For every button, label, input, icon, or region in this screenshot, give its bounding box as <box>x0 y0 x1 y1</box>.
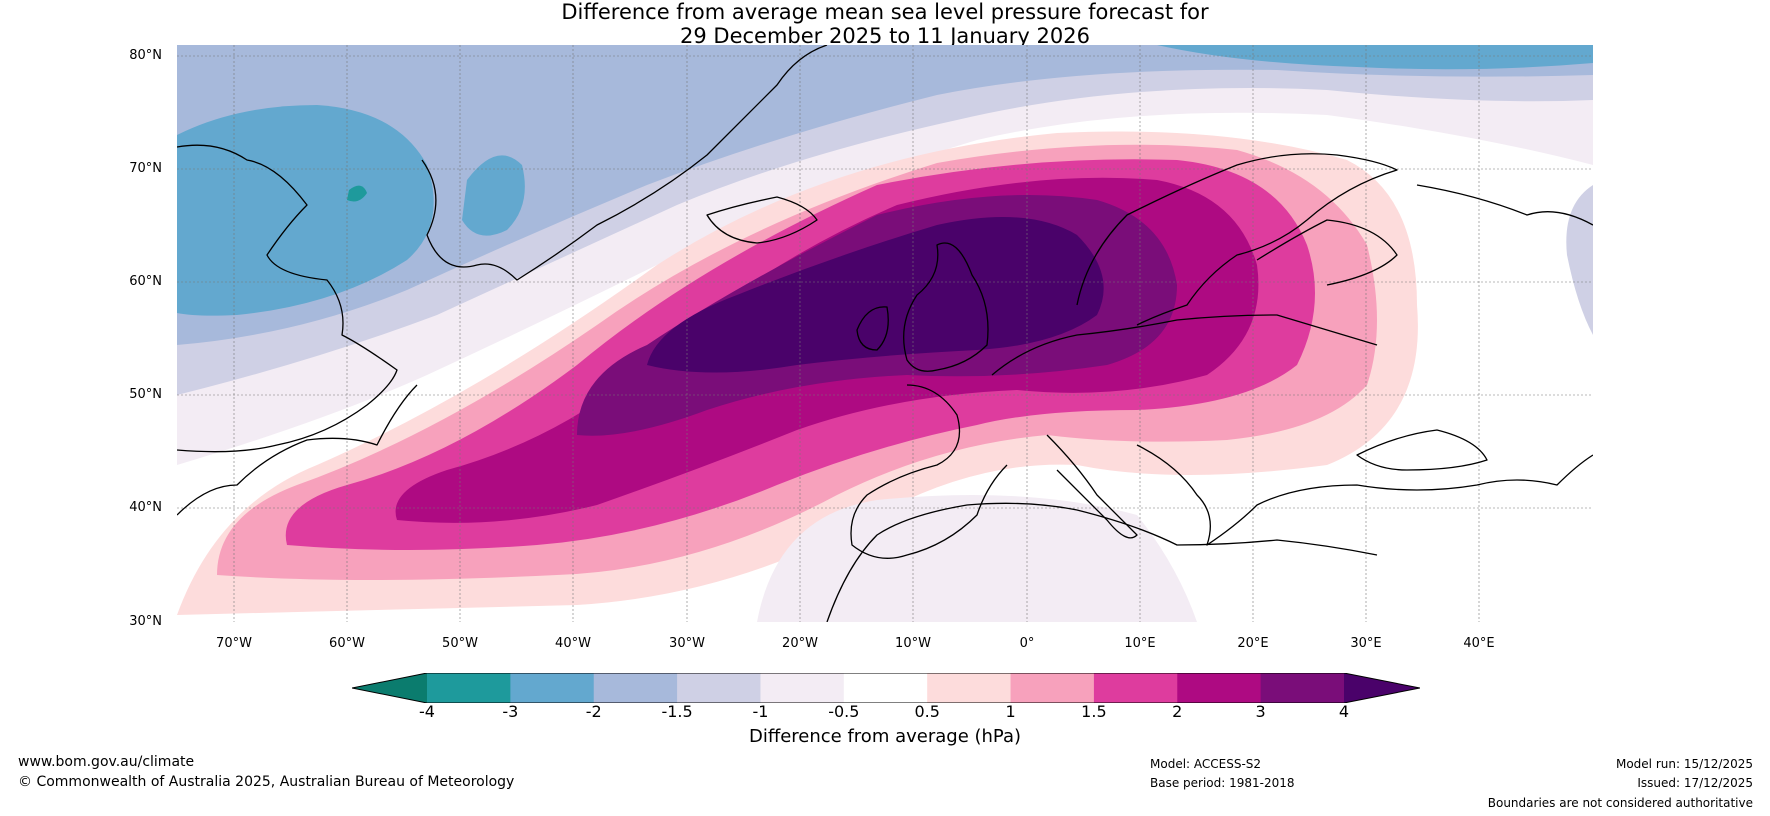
colorbar-tick-label: -4 <box>419 702 435 721</box>
colorbar-tick-label: -3 <box>502 702 519 721</box>
map-svg <box>177 45 1593 622</box>
colorbar-segment <box>427 673 511 703</box>
colorbar-segment <box>927 673 1012 703</box>
lat-label-80n: 80°N <box>129 48 162 63</box>
colorbar-tick-label: -1.5 <box>661 702 693 721</box>
colorbar-over-arrow <box>1344 673 1420 703</box>
lat-label-70n: 70°N <box>129 161 162 176</box>
pressure-anomaly-map <box>177 45 1593 622</box>
map-gridlines <box>177 45 1593 622</box>
colorbar-under-arrow <box>352 673 427 703</box>
website-text: www.bom.gov.au/climate <box>18 754 195 770</box>
colorbar-segments <box>427 673 1345 703</box>
colorbar-tick-label: 4 <box>1338 702 1350 721</box>
lat-label-60n: 60°N <box>129 274 162 289</box>
lon-label-30w: 30°W <box>669 636 705 651</box>
colorbar-tick-label: 1.5 <box>1081 702 1107 721</box>
map-title: Difference from average mean sea level p… <box>0 0 1770 48</box>
colorbar-segment <box>593 673 678 703</box>
base-period-text: Base period: 1981-2018 <box>1150 776 1295 790</box>
negative-anomaly-region <box>177 45 1593 465</box>
copyright-text: © Commonwealth of Australia 2025, Austra… <box>18 774 515 790</box>
colorbar-segment <box>510 673 595 703</box>
lon-label-70w: 70°W <box>216 636 252 651</box>
lat-label-30n: 30°N <box>129 614 162 629</box>
disclaimer-text: Boundaries are not considered authoritat… <box>1487 796 1753 810</box>
colorbar-tick-label: -1 <box>752 702 769 721</box>
lon-label-50w: 50°W <box>442 636 478 651</box>
colorbar-segment <box>677 673 761 703</box>
issued-text: Issued: 17/12/2025 <box>1637 776 1753 790</box>
colorbar <box>352 673 1420 703</box>
colorbar-tick-label: -2 <box>585 702 602 721</box>
colorbar-segment <box>1260 673 1345 703</box>
north-africa-anomaly <box>757 495 1197 622</box>
coastlines <box>177 45 1593 622</box>
colorbar-segment <box>843 673 928 703</box>
colorbar-segment <box>760 673 845 703</box>
lon-label-10e: 10°E <box>1124 636 1156 651</box>
lon-label-20w: 20°W <box>782 636 818 651</box>
colorbar-tick-label: 2 <box>1172 702 1183 721</box>
lon-label-60w: 60°W <box>329 636 365 651</box>
colorbar-label: Difference from average (hPa) <box>748 726 1022 747</box>
model-run-text: Model run: 15/12/2025 <box>1615 757 1753 771</box>
lon-label-20e: 20°E <box>1237 636 1269 651</box>
colorbar-segment <box>1010 673 1095 703</box>
positive-anomaly-region <box>177 131 1418 615</box>
lon-label-40w: 40°W <box>555 636 591 651</box>
colorbar-segment <box>1177 673 1262 703</box>
title-line-1: Difference from average mean sea level p… <box>561 0 1209 24</box>
colorbar-tick-label: -0.5 <box>828 702 860 721</box>
lon-label-30e: 30°E <box>1350 636 1382 651</box>
lon-label-0: 0° <box>1019 636 1035 651</box>
lon-label-10w: 10°W <box>895 636 931 651</box>
colorbar-segment <box>1093 673 1178 703</box>
title-line-2: 29 December 2025 to 11 January 2026 <box>680 24 1090 48</box>
model-text: Model: ACCESS-S2 <box>1150 757 1262 771</box>
lat-label-50n: 50°N <box>129 387 162 402</box>
lat-label-40n: 40°N <box>129 500 162 515</box>
colorbar-tick-label: 0.5 <box>914 702 940 721</box>
colorbar-tick-label: 1 <box>1005 702 1016 721</box>
colorbar-tick-label: 3 <box>1255 702 1266 721</box>
lon-label-40e: 40°E <box>1463 636 1495 651</box>
